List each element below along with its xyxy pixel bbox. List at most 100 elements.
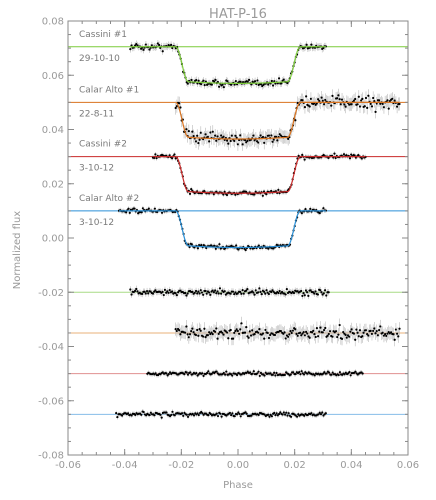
data-point bbox=[129, 47, 132, 51]
data-point bbox=[300, 289, 303, 293]
data-point bbox=[222, 371, 225, 375]
data-point bbox=[174, 328, 177, 331]
data-point bbox=[344, 333, 347, 336]
data-point bbox=[199, 289, 202, 292]
data-point bbox=[267, 134, 271, 137]
data-point bbox=[202, 79, 205, 82]
data-point bbox=[197, 290, 200, 293]
data-point bbox=[170, 43, 173, 46]
lightcurve-label-1: Cassini #1 bbox=[79, 30, 127, 40]
data-point bbox=[173, 414, 176, 417]
data-point bbox=[303, 294, 306, 297]
data-point bbox=[222, 193, 225, 196]
data-point bbox=[265, 193, 268, 196]
data-point bbox=[352, 99, 356, 102]
data-point bbox=[194, 333, 198, 337]
data-point bbox=[287, 412, 290, 415]
data-point bbox=[240, 292, 243, 295]
data-point bbox=[328, 371, 331, 374]
data-point bbox=[327, 291, 330, 294]
data-point bbox=[245, 289, 248, 292]
data-point bbox=[236, 413, 239, 416]
data-point bbox=[250, 414, 253, 417]
data-point bbox=[239, 134, 242, 137]
y-tick-label: 0.08 bbox=[42, 17, 64, 28]
data-point bbox=[330, 104, 333, 107]
data-point bbox=[235, 136, 238, 139]
data-point bbox=[294, 372, 297, 376]
data-point bbox=[196, 292, 199, 295]
data-point bbox=[264, 328, 267, 332]
lightcurve-label-3: Cassini #2 bbox=[79, 140, 127, 150]
data-point bbox=[282, 411, 285, 414]
data-point bbox=[349, 330, 352, 333]
data-point bbox=[258, 374, 261, 378]
data-point bbox=[215, 412, 218, 415]
data-point bbox=[212, 193, 215, 196]
data-point bbox=[369, 329, 372, 332]
y-tick-label: 0.04 bbox=[42, 125, 64, 136]
y-tick-label: 0.00 bbox=[42, 234, 64, 245]
data-point bbox=[198, 138, 201, 141]
data-point bbox=[283, 331, 286, 334]
data-point bbox=[247, 78, 251, 81]
lightcurve-4 bbox=[117, 205, 327, 253]
data-point bbox=[301, 153, 304, 156]
data-point bbox=[304, 208, 307, 211]
data-point bbox=[194, 289, 198, 293]
data-point bbox=[393, 338, 396, 341]
data-point bbox=[249, 334, 253, 337]
residuals-3 bbox=[146, 368, 364, 379]
data-point bbox=[372, 96, 375, 100]
data-point bbox=[199, 131, 202, 134]
data-point bbox=[218, 243, 221, 246]
residuals-4 bbox=[115, 409, 327, 420]
data-point bbox=[370, 332, 374, 335]
x-tick-label: 0.04 bbox=[340, 460, 362, 471]
data-point bbox=[153, 207, 156, 210]
data-point bbox=[301, 332, 304, 335]
data-point bbox=[128, 211, 131, 214]
data-point bbox=[398, 327, 401, 330]
data-point bbox=[188, 192, 192, 195]
data-point bbox=[148, 48, 151, 51]
data-point bbox=[318, 330, 321, 333]
data-point bbox=[294, 328, 297, 331]
data-point bbox=[381, 102, 384, 105]
data-point bbox=[333, 152, 336, 155]
data-point bbox=[213, 80, 216, 83]
data-point bbox=[216, 290, 219, 293]
data-point bbox=[209, 131, 212, 134]
data-point bbox=[309, 289, 312, 292]
data-point bbox=[167, 373, 170, 376]
data-point bbox=[361, 97, 364, 100]
data-point bbox=[391, 97, 394, 100]
data-point bbox=[166, 290, 169, 293]
data-point bbox=[220, 134, 223, 137]
data-point bbox=[302, 331, 305, 334]
data-point bbox=[300, 334, 303, 337]
data-point bbox=[140, 413, 143, 416]
data-point bbox=[292, 291, 296, 295]
data-point bbox=[178, 329, 181, 332]
data-point bbox=[319, 413, 323, 416]
data-point bbox=[175, 105, 178, 108]
data-point bbox=[295, 415, 299, 418]
data-point bbox=[263, 337, 266, 340]
data-point bbox=[240, 322, 243, 325]
data-point bbox=[167, 291, 170, 294]
data-point bbox=[274, 413, 277, 417]
data-point bbox=[239, 290, 242, 294]
data-point bbox=[336, 335, 339, 339]
data-point bbox=[251, 329, 254, 332]
data-point bbox=[325, 372, 328, 375]
data-point bbox=[256, 79, 259, 82]
data-point bbox=[352, 332, 356, 335]
data-point bbox=[315, 327, 319, 330]
data-point bbox=[271, 373, 275, 376]
data-point bbox=[136, 290, 139, 293]
data-point bbox=[228, 411, 232, 415]
data-point bbox=[306, 291, 309, 294]
data-point bbox=[390, 331, 393, 334]
data-point bbox=[220, 292, 223, 295]
